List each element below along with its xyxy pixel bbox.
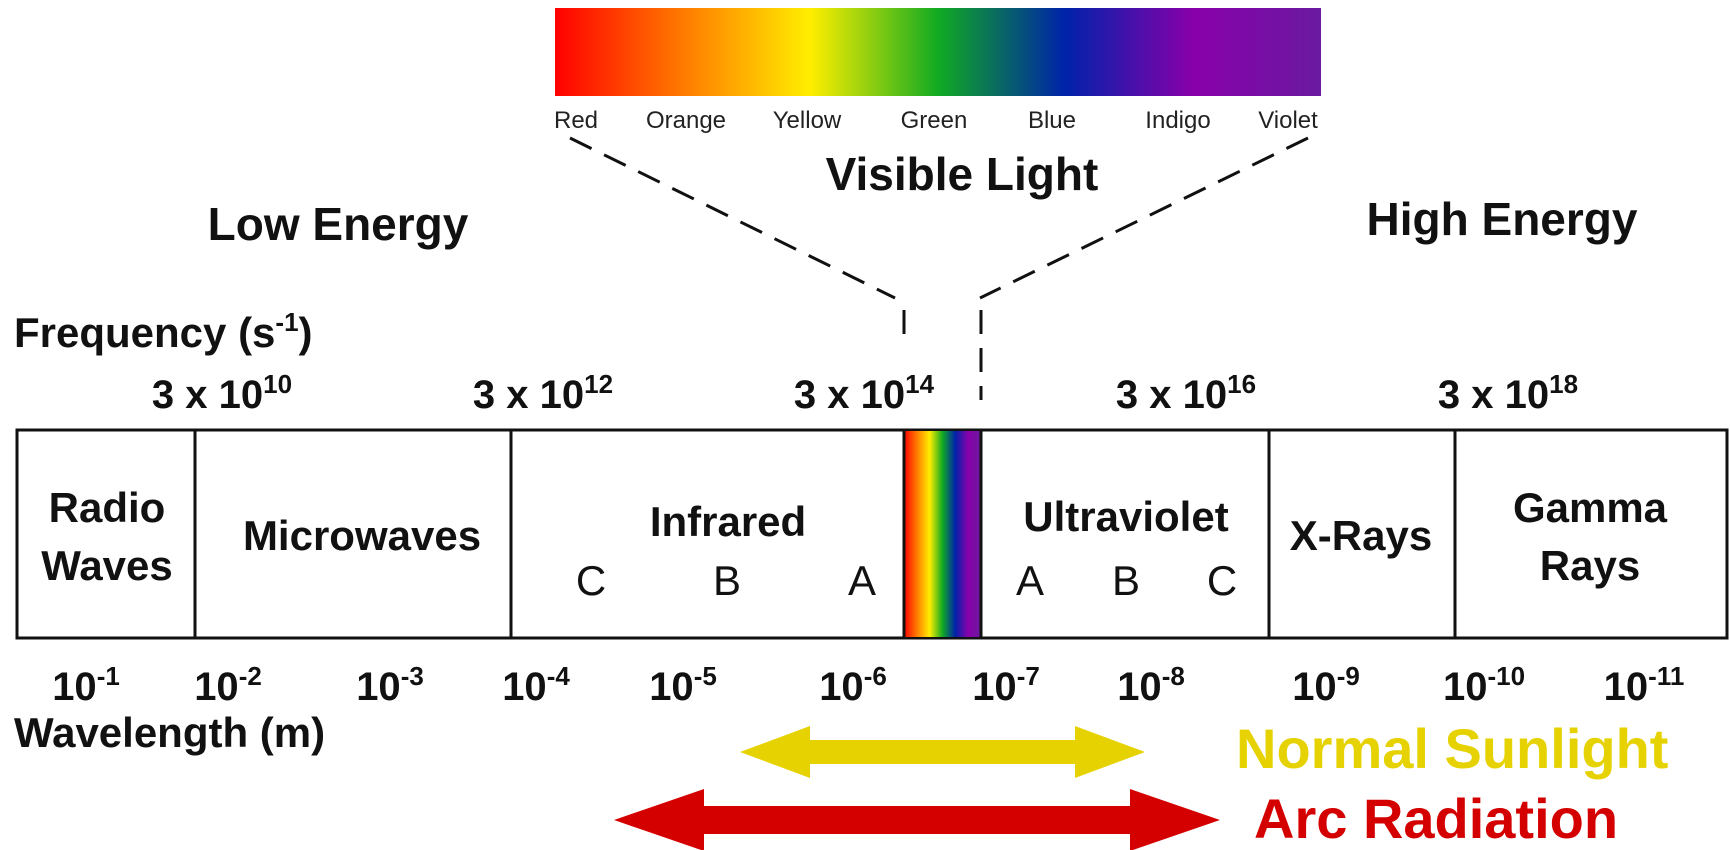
wavelength-tick-6-base: 10	[972, 665, 1017, 709]
wavelength-ticks: 10-1 10-2 10-3 10-4 10-5 10-6 10-7 10-8 10-9 10-1…	[52, 661, 1684, 709]
frequency-tick-3: 3 x 1016	[1116, 369, 1256, 417]
band-sub-ultraviolet-c: C	[1207, 557, 1237, 604]
frequency-tick-2: 3 x 1014	[794, 369, 935, 417]
wavelength-tick-2-exponent: -3	[401, 661, 424, 691]
high-energy-label: High Energy	[1367, 193, 1638, 245]
wavelength-tick-7-base: 10	[1117, 665, 1162, 709]
wavelength-tick-0: 10-1	[52, 661, 120, 709]
wavelength-tick-9: 10-10	[1443, 661, 1525, 709]
wavelength-axis-label: Wavelength (m)	[14, 709, 325, 756]
frequency-tick-1-exponent: 12	[584, 369, 613, 399]
color-label-indigo: Indigo	[1145, 107, 1210, 134]
wavelength-tick-5-exponent: -6	[864, 661, 887, 691]
wavelength-tick-5: 10-6	[819, 661, 887, 709]
wavelength-tick-10-base: 10	[1604, 665, 1649, 709]
wavelength-tick-8-exponent: -9	[1337, 661, 1360, 691]
band-dividers	[193, 430, 1457, 638]
frequency-tick-1-base: 3 x 10	[473, 373, 584, 417]
wavelength-tick-0-exponent: -1	[97, 661, 120, 691]
arc-radiation-label: Arc Radiation	[1254, 787, 1618, 850]
frequency-tick-0-base: 3 x 10	[152, 373, 263, 417]
wavelength-tick-4: 10-5	[649, 661, 717, 709]
wavelength-tick-2: 10-3	[356, 661, 424, 709]
band-label-infrared: Infrared	[650, 498, 806, 545]
spectrum-band-box	[15, 428, 1729, 640]
band-label-gamma-rays-line-0: Gamma	[1513, 484, 1668, 531]
wavelength-tick-1-exponent: -2	[239, 661, 262, 691]
wavelength-tick-4-exponent: -5	[694, 661, 717, 691]
color-label-yellow: Yellow	[773, 107, 842, 134]
visible-band-strip	[904, 431, 981, 637]
zoom-lines	[569, 136, 1309, 400]
wavelength-tick-6: 10-7	[972, 661, 1040, 709]
wavelength-tick-10: 10-11	[1604, 661, 1685, 709]
wavelength-tick-8: 10-9	[1292, 661, 1360, 709]
wavelength-tick-4-base: 10	[649, 665, 694, 709]
range-arrows: Normal Sunlight Arc Radiation	[614, 717, 1668, 850]
wavelength-tick-5-base: 10	[819, 665, 864, 709]
normal-sunlight-arrow	[740, 726, 1145, 778]
frequency-axis-label: Frequency (s-1)	[14, 307, 313, 356]
band-sub-ultraviolet-a: A	[1016, 557, 1044, 604]
band-sub-ultraviolet-b: B	[1112, 557, 1140, 604]
frequency-tick-4: 3 x 1018	[1438, 369, 1578, 417]
wavelength-tick-3-exponent: -4	[547, 661, 571, 691]
band-label-microwaves: Microwaves	[243, 512, 481, 559]
wavelength-tick-9-exponent: -10	[1487, 661, 1525, 691]
band-sub-infrared-c: C	[576, 557, 606, 604]
frequency-ticks: 3 x 1010 3 x 1012 3 x 1014 3 x 1016 3 x 1018	[152, 369, 1578, 417]
frequency-tick-4-base: 3 x 10	[1438, 373, 1549, 417]
band-sub-infrared-b: B	[713, 557, 741, 604]
wavelength-tick-9-base: 10	[1443, 665, 1488, 709]
wavelength-tick-0-base: 10	[52, 665, 97, 709]
frequency-tick-4-exponent: 18	[1549, 369, 1578, 399]
band-label-radio-waves-line-1: Waves	[41, 542, 173, 589]
visible-light-title: Visible Light	[826, 148, 1099, 200]
color-label-green: Green	[901, 107, 968, 134]
wavelength-tick-10-exponent: -11	[1648, 661, 1684, 691]
frequency-tick-2-exponent: 14	[905, 369, 934, 399]
wavelength-tick-3: 10-4	[502, 661, 570, 709]
wavelength-tick-3-base: 10	[502, 665, 547, 709]
frequency-tick-1: 3 x 1012	[473, 369, 613, 417]
wavelength-tick-6-exponent: -7	[1017, 661, 1040, 691]
color-label-blue: Blue	[1028, 107, 1076, 134]
band-label-radio-waves-line-0: Radio	[49, 484, 166, 531]
low-energy-label: Low Energy	[208, 198, 469, 250]
band-label-x-rays: X-Rays	[1290, 512, 1432, 559]
wavelength-tick-7-exponent: -8	[1162, 661, 1185, 691]
visible-color-labels: Red Orange Yellow Green Blue Indigo Violet	[554, 107, 1318, 134]
band-labels: Radio Waves Microwaves Infrared C B A Ultraviol…	[41, 484, 1667, 604]
band-label-ultraviolet: Ultraviolet	[1023, 493, 1228, 540]
zoom-line-right	[979, 136, 1309, 300]
color-label-orange: Orange	[646, 107, 726, 134]
zoom-line-left	[569, 136, 896, 300]
arc-radiation-arrow	[614, 789, 1220, 850]
frequency-tick-3-exponent: 16	[1227, 369, 1256, 399]
wavelength-tick-7: 10-8	[1117, 661, 1185, 709]
color-label-violet: Violet	[1258, 107, 1318, 134]
visible-light-strip	[555, 8, 1321, 96]
wavelength-tick-2-base: 10	[356, 665, 401, 709]
frequency-tick-2-base: 3 x 10	[794, 373, 905, 417]
frequency-tick-0-exponent: 10	[263, 369, 292, 399]
wavelength-tick-8-base: 10	[1292, 665, 1337, 709]
frequency-tick-3-base: 3 x 10	[1116, 373, 1227, 417]
wavelength-tick-1: 10-2	[194, 661, 262, 709]
normal-sunlight-label: Normal Sunlight	[1236, 717, 1668, 780]
band-label-gamma-rays-line-1: Rays	[1540, 542, 1640, 589]
frequency-tick-0: 3 x 1010	[152, 369, 292, 417]
color-label-red: Red	[554, 107, 598, 134]
wavelength-tick-1-base: 10	[194, 665, 239, 709]
band-sub-infrared-a: A	[848, 557, 876, 604]
